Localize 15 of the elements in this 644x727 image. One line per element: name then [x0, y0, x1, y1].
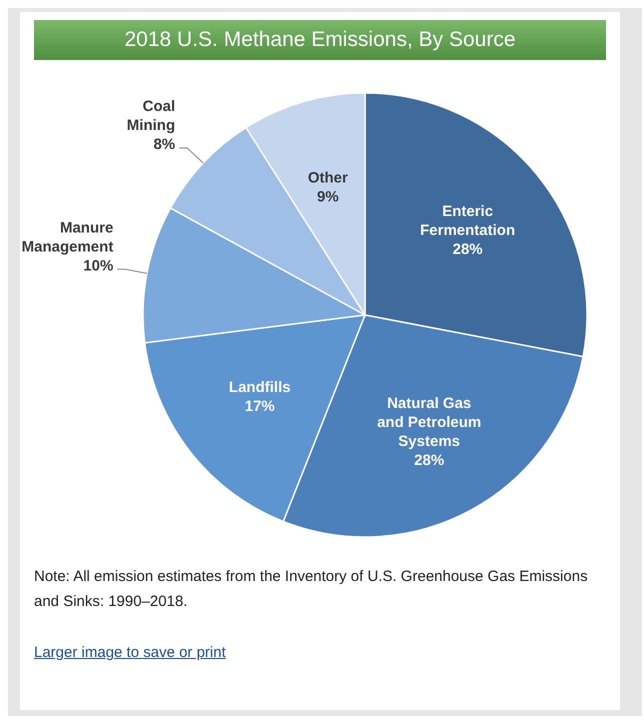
slice-label: Landfills [228, 378, 291, 396]
data-label: 28% [414, 452, 444, 469]
data-label: 28% [452, 240, 483, 258]
data-label: 8% [153, 135, 176, 152]
chart-title: 2018 U.S. Methane Emissions, By Source [34, 20, 606, 60]
text: Note: All emission estimates from the Inventory of U.S. Greenhouse Gas Emissions and Sinks: 1990–2018. [34, 567, 589, 612]
slice-label: Manure Management [22, 218, 114, 255]
slice-label: Coal Mining [126, 97, 176, 134]
data-label: 17% [244, 398, 275, 415]
slice-label: Enteric Fermentation [420, 202, 516, 239]
data-label: 10% [83, 256, 114, 274]
slice-label: Natural Gas and Petroleum Systems [377, 394, 482, 450]
slice-label: Other [308, 169, 348, 186]
data-label: 9% [316, 188, 339, 206]
text: Larger image to save or print [34, 643, 227, 663]
